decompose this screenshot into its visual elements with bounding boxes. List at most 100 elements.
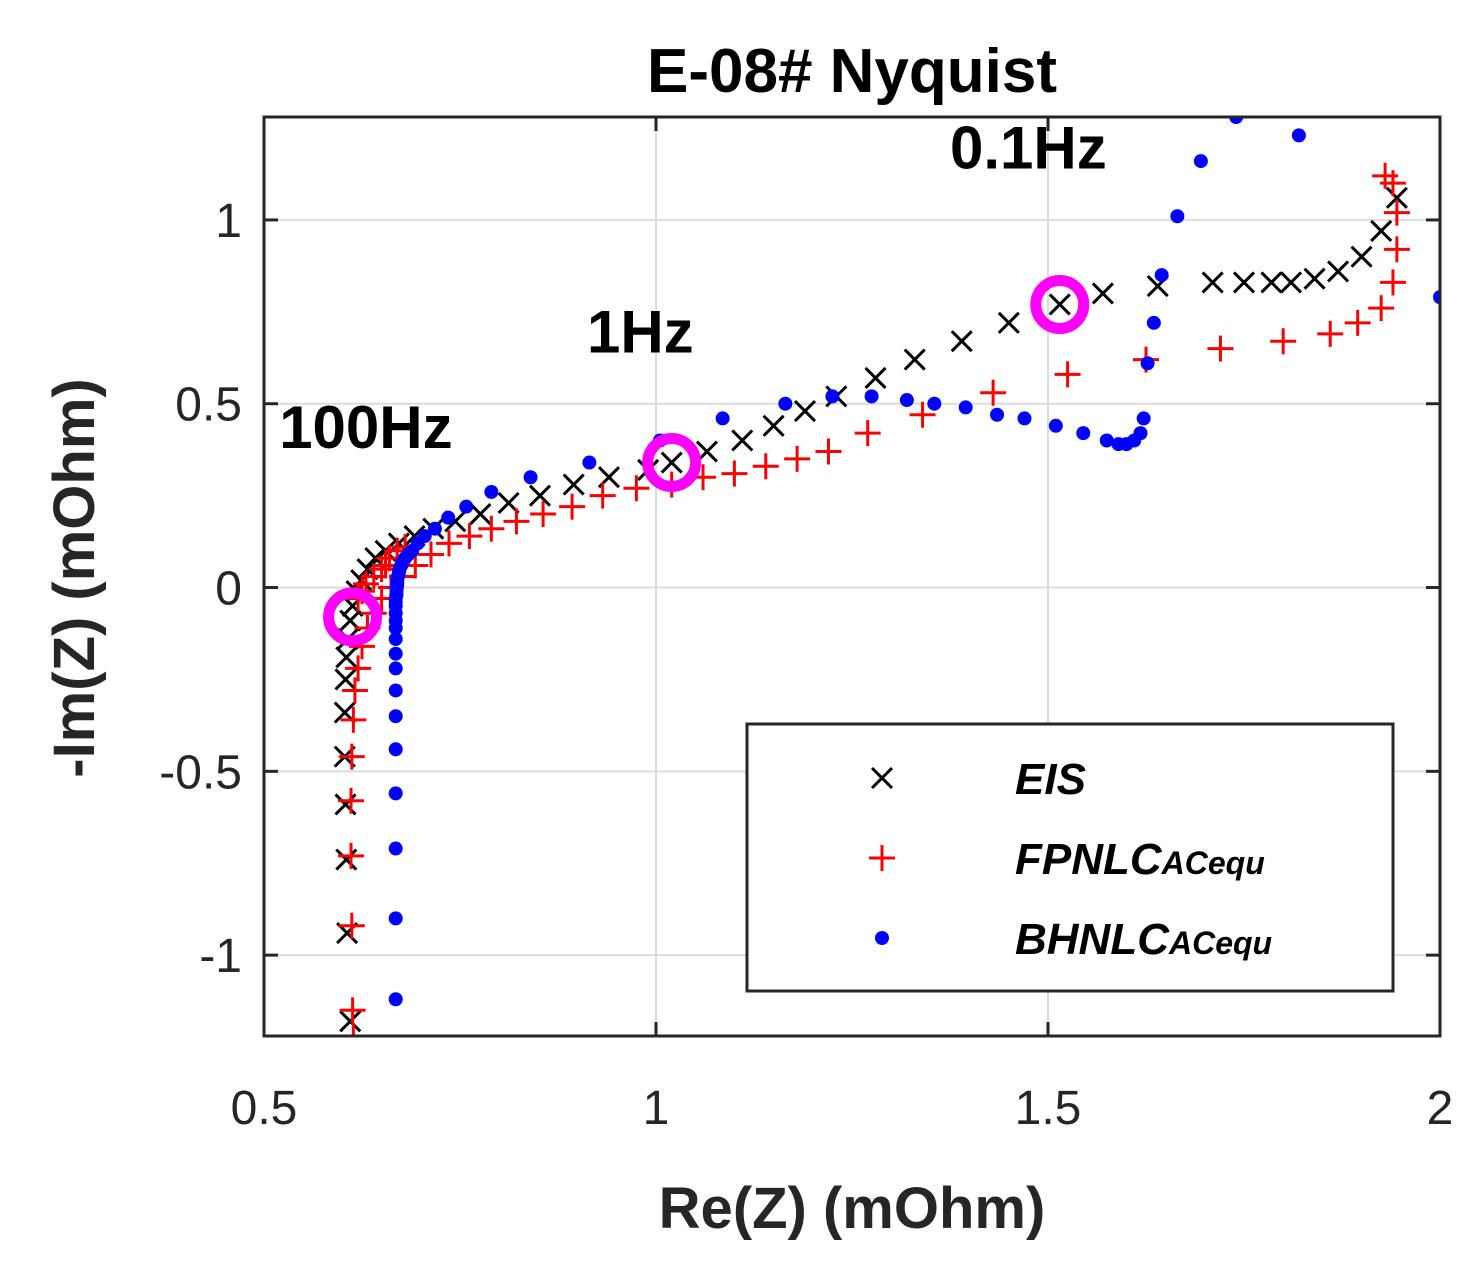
point-EIS (997, 311, 1020, 334)
point-FPNLCACequ (589, 482, 616, 509)
point-FPNLCACequ (1270, 328, 1297, 355)
point-EIS (1279, 271, 1303, 294)
point-EIS-stroke (1232, 271, 1256, 294)
point-FPNLCACequ (752, 453, 779, 480)
point-FPNLCACequ (980, 379, 1007, 406)
legend-marker-BHNLCACequ (875, 931, 889, 945)
point-EIS (660, 451, 683, 474)
legend-label-main: FPNLC (1015, 835, 1163, 884)
point-BHNLCACequ (1229, 117, 1244, 124)
point-FPNLCACequ (338, 743, 365, 770)
frequency-marker-circle (642, 433, 702, 493)
point-FPNLCACequ (854, 420, 881, 447)
point-BHNLCACequ (1048, 418, 1063, 433)
point-EIS-stroke (997, 311, 1020, 334)
point-FPNLCACequ (1368, 295, 1395, 322)
point-EIS (1370, 219, 1393, 243)
point-EIS-stroke (335, 646, 358, 669)
y-tick-label: 1 (215, 195, 242, 248)
point-FPNLCACequ (339, 997, 366, 1024)
point-EIS (793, 400, 817, 423)
point-EIS (731, 429, 754, 452)
point-EIS-stroke (497, 491, 520, 515)
point-EIS (1201, 271, 1224, 294)
point-EIS (335, 646, 358, 669)
x-axis-label: Re(Z) (mOhm) (659, 1176, 1046, 1241)
point-EIS-stroke (334, 668, 357, 691)
point-EIS-stroke (1370, 219, 1393, 243)
point-EIS (335, 848, 358, 871)
point-EIS-stroke (762, 414, 785, 437)
point-BHNLCACequ (990, 407, 1005, 422)
point-FPNLCACequ (340, 1023, 367, 1036)
point-FPNLCACequ (1344, 309, 1371, 336)
point-FPNLCACequ (341, 677, 368, 704)
point-EIS-stroke (1303, 267, 1326, 290)
point-EIS-stroke (1260, 271, 1283, 294)
point-BHNLCACequ (715, 411, 730, 426)
point-EIS-stroke (333, 701, 356, 724)
point-BHNLCACequ (864, 389, 879, 404)
point-FPNLCACequ (559, 493, 586, 520)
point-BHNLCACequ (388, 786, 403, 801)
x-tick-label: 1 (643, 1082, 670, 1135)
legend-label-BHNLCACequ: BHNLCACequ (1015, 915, 1272, 964)
frequency-annotation: 100Hz (279, 394, 452, 461)
point-EIS (469, 502, 492, 526)
point-EIS (1303, 267, 1326, 290)
point-BHNLCACequ (1154, 268, 1169, 283)
frequency-annotation: 1Hz (587, 298, 694, 365)
point-EIS (1385, 186, 1408, 209)
point-BHNLCACequ (927, 396, 942, 411)
frequency-annotation: 0.1Hz (950, 114, 1107, 181)
point-BHNLCACequ (441, 510, 456, 525)
point-EIS-stroke (562, 473, 585, 496)
point-EIS (562, 473, 585, 496)
plot-frame (262, 115, 1442, 1038)
point-EIS (339, 1010, 362, 1033)
point-FPNLCACequ (721, 460, 748, 487)
point-BHNLCACequ (1193, 154, 1208, 169)
point-EIS (528, 484, 552, 507)
point-BHNLCACequ (388, 709, 403, 724)
point-FPNLCACequ (338, 787, 365, 814)
legend-marker-EIS (870, 766, 894, 790)
point-FPNLCACequ (338, 842, 365, 869)
point-BHNLCACequ (899, 393, 914, 408)
legend-label-main: EIS (1015, 755, 1086, 804)
legend: EIS FPNLCACequ BHNLCACequ (745, 722, 1395, 993)
legend-box (745, 722, 1395, 993)
point-BHNLCACequ (459, 499, 474, 514)
point-EIS-stroke (731, 429, 754, 452)
point-BHNLCACequ (1140, 356, 1155, 371)
frequency-marker-circle (323, 587, 383, 647)
x-tick-label: 2 (1427, 1082, 1454, 1135)
series-BHNLCACequ (388, 117, 1440, 1007)
point-EIS-stroke (528, 484, 552, 507)
point-BHNLCACequ (1017, 411, 1032, 426)
point-FPNLCACequ (1372, 162, 1399, 189)
point-FPNLCACequ (456, 523, 483, 550)
point-FPNLCACequ (1383, 199, 1410, 226)
y-axis-label: -Im(Z) (mOhm) (42, 378, 107, 778)
point-EIS-stroke (444, 510, 467, 533)
point-BHNLCACequ (958, 400, 973, 415)
point-EIS (1232, 271, 1256, 294)
point-FPNLCACequ (1317, 320, 1344, 347)
point-BHNLCACequ (388, 911, 403, 926)
point-FPNLCACequ (436, 530, 463, 557)
point-FPNLCACequ (1383, 236, 1410, 263)
point-BHNLCACequ (484, 484, 499, 499)
point-EIS (864, 366, 887, 390)
point-FPNLCACequ (345, 655, 372, 682)
legend-label-EIS: EIS (1015, 755, 1086, 804)
point-BHNLCACequ (1291, 128, 1306, 143)
point-BHNLCACequ (427, 521, 442, 536)
point-EIS-stroke (1385, 186, 1408, 209)
point-EIS (1350, 245, 1373, 268)
point-EIS-stroke (903, 348, 926, 371)
point-FPNLCACequ (338, 912, 365, 939)
point-EIS (762, 414, 785, 437)
point-BHNLCACequ (388, 683, 403, 698)
legend-label-FPNLCACequ: FPNLCACequ (1015, 835, 1265, 884)
